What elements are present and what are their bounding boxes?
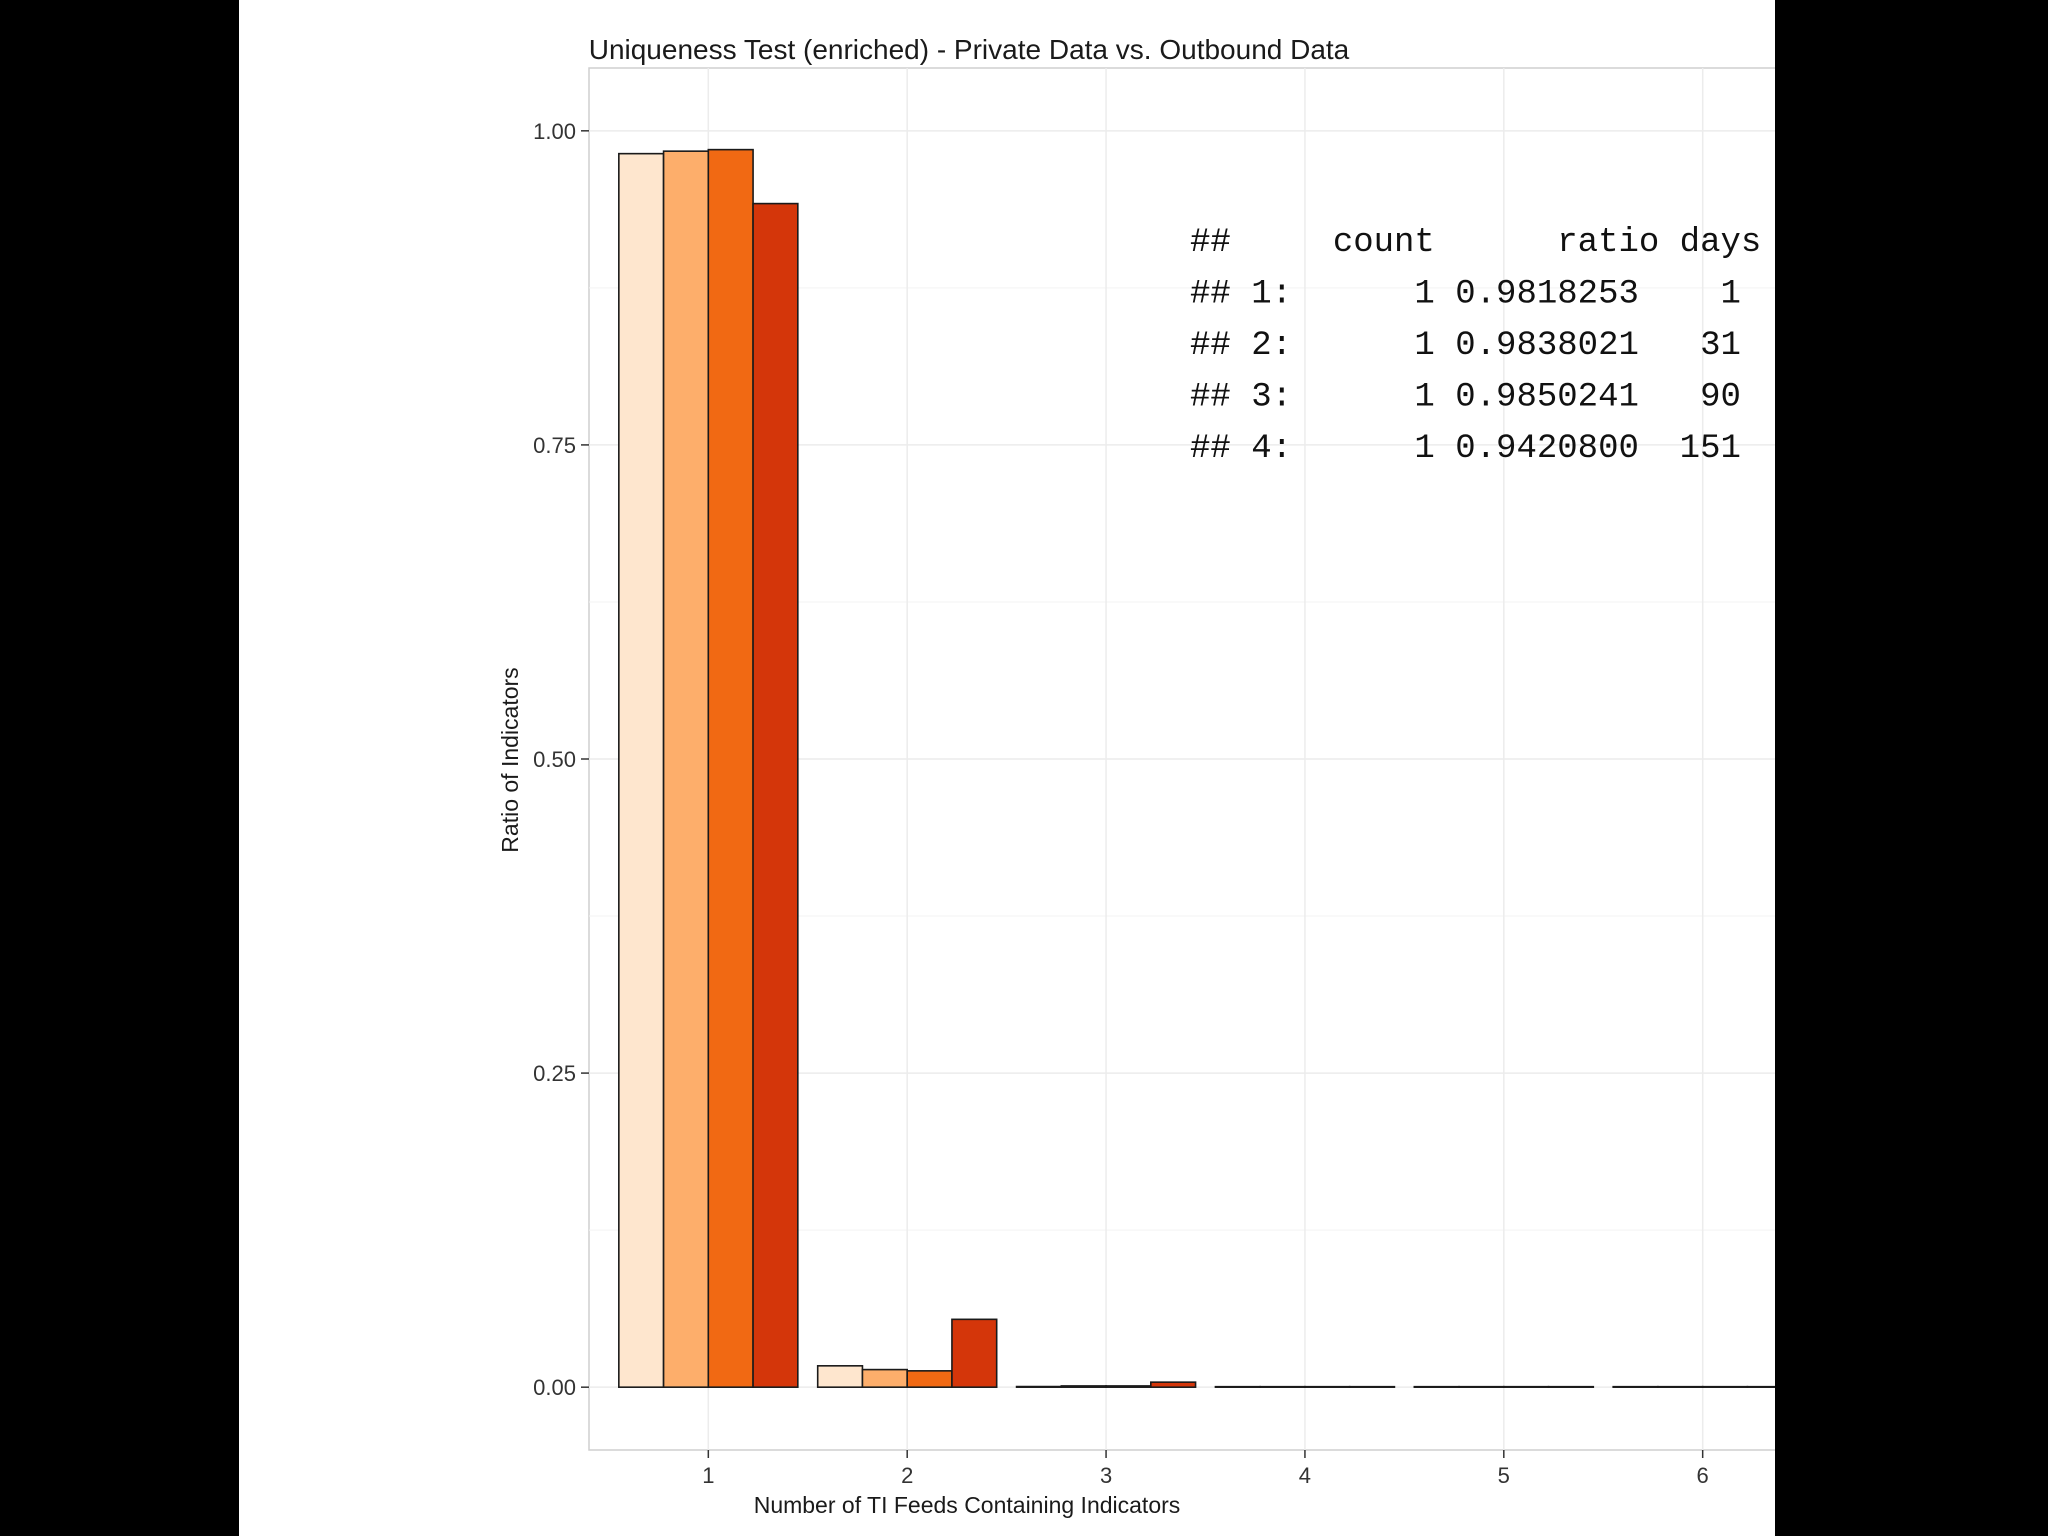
console-line: ## 3: 1 0.9850241 90 [1190,379,1741,417]
bar-1-days-90 [707,148,754,1388]
bar-2-days-1 [816,1365,864,1388]
bar-2-days-31 [861,1368,908,1388]
bar-4-days-151 [1348,1385,1396,1388]
bar-1-days-31 [662,150,710,1388]
bar-6-days-90 [1701,1385,1749,1388]
x-tick-label: 2 [901,1463,913,1488]
x-tick-label: 1 [702,1463,714,1488]
chart-frame: Uniqueness Test (enriched) - Private Dat… [239,0,1775,1536]
bar-2-days-90 [906,1370,953,1388]
console-line: ## 1: 1 0.9818253 1 [1190,276,1741,314]
axes: 0.00 0.25 0.50 0.75 1.00 1 2 3 4 5 6 [533,119,1709,1488]
y-axis-title: Ratio of Indicators [497,667,523,852]
bar-6-days-1 [1612,1385,1659,1388]
bar-5-days-31 [1458,1385,1505,1388]
bars [618,148,1775,1388]
bar-5-days-90 [1503,1385,1550,1388]
bar-5-days-151 [1547,1385,1595,1388]
bar-6-days-31 [1657,1385,1704,1388]
bar-1-days-1 [618,152,665,1388]
bar-2-days-151 [951,1318,998,1388]
y-tick-label: 0.25 [533,1061,576,1086]
bar-3-days-31 [1060,1385,1107,1388]
bar-4-days-90 [1304,1385,1351,1388]
console-output: ## count ratio days ## 1: 1 0.9818253 1 ##… [1190,224,1761,468]
bar-1-days-151 [752,202,799,1388]
x-tick-label: 6 [1697,1463,1709,1488]
bar-3-days-1 [1015,1385,1063,1388]
x-axis-title: Number of TI Feeds Containing Indicators [754,1492,1181,1518]
console-line: ## 2: 1 0.9838021 31 [1190,327,1741,365]
y-tick-label: 0.50 [533,747,576,772]
bar-5-days-1 [1413,1385,1460,1388]
bar-6-days-151 [1746,1385,1775,1388]
x-tick-label: 5 [1498,1463,1510,1488]
bar-3-days-151 [1150,1381,1197,1388]
bar-3-days-90 [1105,1385,1152,1388]
y-tick-label: 0.00 [533,1375,576,1400]
y-tick-label: 0.75 [533,433,576,458]
bar-4-days-1 [1214,1385,1261,1388]
console-line: ## count ratio days [1190,224,1761,262]
bar-4-days-31 [1259,1385,1306,1388]
bar-chart: Uniqueness Test (enriched) - Private Dat… [497,34,1775,1518]
x-tick-label: 4 [1299,1463,1311,1488]
y-tick-label: 1.00 [533,119,576,144]
chart-title: Uniqueness Test (enriched) - Private Dat… [589,34,1350,65]
x-tick-label: 3 [1100,1463,1112,1488]
console-line: ## 4: 1 0.9420800 151 [1190,430,1741,468]
